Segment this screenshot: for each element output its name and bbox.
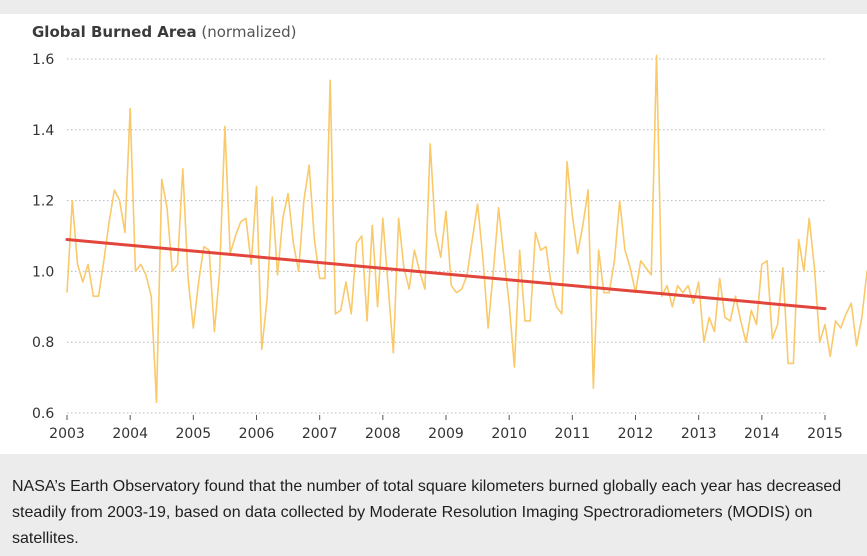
chart-subtitle: (normalized) <box>201 23 297 41</box>
x-tick-label: 2009 <box>428 426 464 442</box>
line-chart: 0.60.81.01.21.41.6 2003 2004 2005 2006 2007 2… <box>32 52 867 442</box>
x-tick-label: 2014 <box>744 426 780 442</box>
y-tick-label: 1.6 <box>32 52 54 68</box>
x-tick-label: 2015 <box>807 426 843 442</box>
chart-title: Global Burned Area (normalized) <box>32 23 296 41</box>
x-tick-label: 2012 <box>618 426 654 442</box>
x-tick-label: 2005 <box>176 426 212 442</box>
figure-caption: NASA’s Earth Observatory found that the … <box>12 478 842 547</box>
x-tick-label: 2011 <box>555 426 591 442</box>
series-layer <box>66 54 867 404</box>
x-tick-label: 2004 <box>112 426 148 442</box>
trend-line <box>65 238 827 311</box>
x-tick-label: 2008 <box>365 426 401 442</box>
x-tick-label: 2010 <box>491 426 527 442</box>
x-tick-label: 2006 <box>239 426 275 442</box>
grid-lines <box>67 58 825 414</box>
chart-title-main: Global Burned Area <box>32 23 197 41</box>
x-tick-label: 2013 <box>681 426 717 442</box>
x-axis-ticks: 2003 2004 2005 2006 2007 2008 2009 2010 2011 2012… <box>49 415 843 442</box>
series-line-burned-area <box>66 54 867 404</box>
x-tick-label: 2003 <box>49 426 85 442</box>
trend-layer <box>65 238 827 311</box>
y-tick-label: 1.4 <box>32 123 54 139</box>
chart-figure: Global Burned Area (normalized) 0.6 0.8 1.… <box>0 14 867 454</box>
y-tick-label: 1.0 <box>32 264 54 280</box>
y-tick-label: 0.8 <box>32 335 54 351</box>
y-axis-ticks: 0.6 0.8 1.0 1.2 1.4 1.6 <box>32 52 54 422</box>
y-tick-label: 1.2 <box>32 194 54 210</box>
y-tick-label: 0.6 <box>32 406 54 422</box>
x-tick-label: 2007 <box>302 426 338 442</box>
